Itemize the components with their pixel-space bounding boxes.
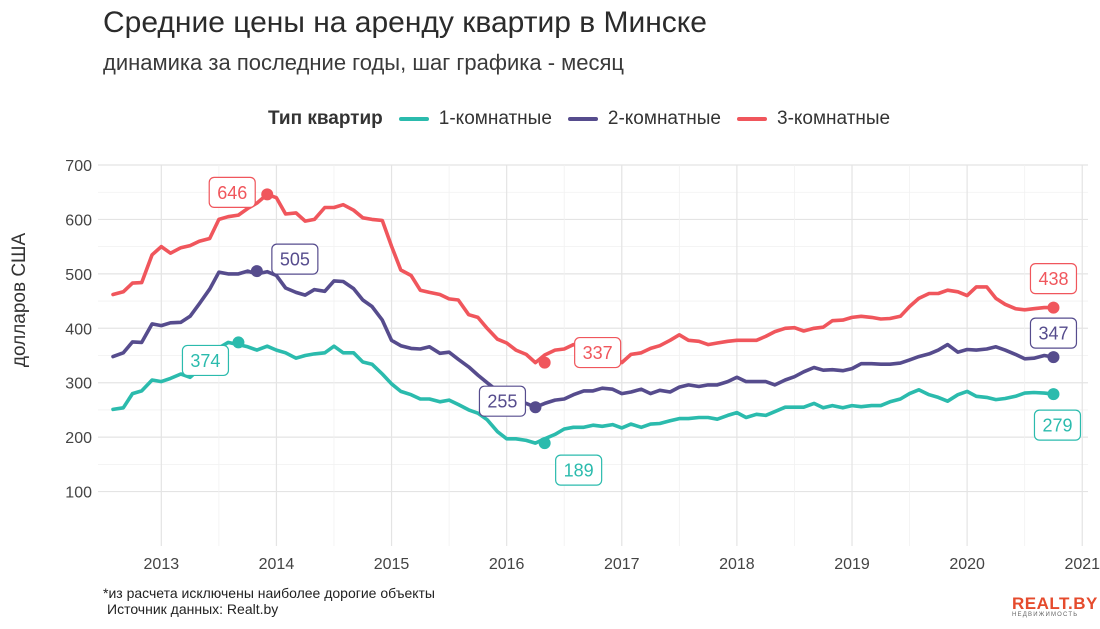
x-tick-label: 2014 <box>259 556 295 573</box>
logo-text: REALT.BY <box>1012 594 1098 613</box>
legend-swatch-3room <box>737 117 767 121</box>
point-marker <box>529 401 542 414</box>
point-label: 374 <box>190 351 220 371</box>
x-tick-label: 2017 <box>604 556 640 573</box>
series-line-1room <box>111 340 1056 445</box>
point-label: 438 <box>1038 269 1068 289</box>
legend-item-3room: 3-комнатные <box>737 108 890 130</box>
point-label: 255 <box>487 392 517 412</box>
point-marker <box>1047 301 1060 314</box>
point-marker <box>538 437 551 450</box>
legend-swatch-1room <box>398 117 429 121</box>
point-label: 189 <box>564 461 594 481</box>
y-tick-label: 500 <box>65 267 92 284</box>
point-label-box <box>478 385 527 417</box>
legend-title: Тип квартир <box>268 108 383 129</box>
legend-label-1room: 1-комнатные <box>438 108 552 129</box>
point-marker <box>538 356 551 369</box>
y-tick-label: 400 <box>65 321 92 338</box>
series-line-2room <box>111 269 1056 410</box>
x-tick-label: 2015 <box>374 556 410 573</box>
legend-label-2room: 2-комнатные <box>607 108 721 129</box>
x-tick-label: 2018 <box>719 556 755 573</box>
y-tick-label: 700 <box>65 158 92 175</box>
point-marker <box>250 265 263 278</box>
logo-subtext: НЕДВИЖИМОСТЬ <box>1012 612 1079 618</box>
realt-logo[interactable]: REALT.BY НЕДВИЖИМОСТЬ <box>1012 594 1098 618</box>
x-tick-label: 2021 <box>1064 556 1100 573</box>
point-label: 337 <box>583 343 613 363</box>
point-label-box <box>555 454 603 486</box>
y-tick-label: 300 <box>65 376 92 393</box>
chart-subtitle: динамика за последние годы, шаг графика … <box>103 50 625 75</box>
y-tick-label: 100 <box>65 485 92 502</box>
point-label-box <box>1029 263 1078 295</box>
legend: Тип квартир 1-комнатные 2-комнатные 3-ко… <box>268 105 906 133</box>
x-tick-label: 2016 <box>489 556 525 573</box>
point-label: 347 <box>1038 324 1068 344</box>
y-tick-label: 600 <box>65 212 92 229</box>
legend-item-2room: 2-комнатные <box>567 108 721 130</box>
point-marker <box>1047 351 1060 364</box>
point-label-box <box>271 243 319 275</box>
x-tick-label: 2013 <box>144 556 180 573</box>
point-label-box <box>574 336 622 369</box>
point-label-box <box>1029 317 1078 349</box>
point-label-box <box>181 344 230 377</box>
point-label: 279 <box>1042 416 1072 436</box>
source-note: Источник данных: Realt.by <box>107 601 279 617</box>
point-marker <box>261 188 274 201</box>
legend-swatch-2room <box>567 117 598 121</box>
legend-item-1room: 1-комнатные <box>398 108 552 130</box>
point-label: 505 <box>280 250 310 270</box>
footnote: *из расчета исключены наиболее дорогие о… <box>103 585 435 601</box>
point-label-box <box>1033 409 1082 441</box>
point-marker <box>232 336 245 349</box>
point-label-box <box>208 176 256 208</box>
point-marker <box>1047 388 1060 401</box>
point-label: 646 <box>217 183 247 203</box>
legend-label-3room: 3-комнатные <box>777 108 891 129</box>
y-tick-label: 200 <box>65 430 92 447</box>
x-tick-label: 2020 <box>949 556 985 573</box>
notes: *из расчета исключены наиболее дорогие о… <box>103 585 435 617</box>
chart-title: Средние цены на аренду квартир в Минске <box>103 6 707 39</box>
x-tick-label: 2019 <box>834 556 870 573</box>
